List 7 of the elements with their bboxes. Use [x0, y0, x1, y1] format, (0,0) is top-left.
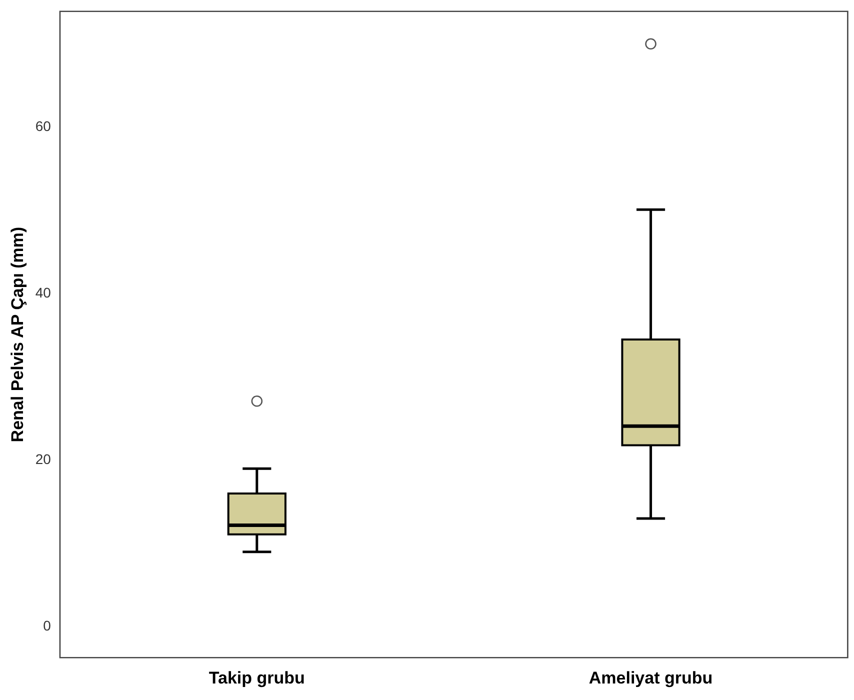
x-tick-label: Ameliyat grubu [588, 668, 713, 688]
y-tick-label: 60 [35, 118, 52, 134]
x-tick-label: Takip grubu [208, 668, 305, 688]
y-tick-label: 0 [43, 618, 52, 634]
y-axis-title: Renal Pelvis AP Çapı (mm) [8, 226, 27, 442]
y-tick-label: 20 [35, 451, 52, 468]
y-tick-label: 40 [35, 284, 52, 301]
